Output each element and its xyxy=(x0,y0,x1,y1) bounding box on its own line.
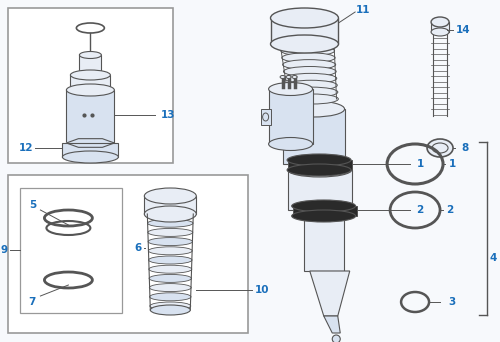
Text: 1: 1 xyxy=(448,159,456,169)
Ellipse shape xyxy=(287,164,351,176)
Ellipse shape xyxy=(66,84,114,96)
Ellipse shape xyxy=(288,163,352,177)
Bar xyxy=(8,175,248,333)
Bar xyxy=(288,160,352,170)
Text: 1: 1 xyxy=(416,159,424,169)
Ellipse shape xyxy=(280,39,334,49)
Text: 3: 3 xyxy=(448,297,456,307)
Ellipse shape xyxy=(287,154,351,166)
Ellipse shape xyxy=(304,211,344,221)
Ellipse shape xyxy=(150,293,191,301)
Ellipse shape xyxy=(148,256,192,264)
Text: 2: 2 xyxy=(446,205,454,215)
Ellipse shape xyxy=(431,28,449,36)
Bar xyxy=(292,206,356,216)
Ellipse shape xyxy=(148,228,193,236)
Ellipse shape xyxy=(292,76,297,79)
Ellipse shape xyxy=(286,87,338,97)
Bar xyxy=(304,216,344,271)
Text: 6: 6 xyxy=(134,243,142,253)
Polygon shape xyxy=(66,139,114,147)
Bar xyxy=(270,18,338,44)
Bar xyxy=(268,89,312,144)
Bar xyxy=(70,75,110,93)
Text: 5: 5 xyxy=(29,200,36,210)
Bar xyxy=(66,90,114,145)
Text: 13: 13 xyxy=(161,110,176,120)
Ellipse shape xyxy=(292,200,356,212)
Ellipse shape xyxy=(287,94,339,104)
Text: 7: 7 xyxy=(28,297,36,307)
Ellipse shape xyxy=(148,219,193,227)
Ellipse shape xyxy=(284,66,336,77)
Text: 4: 4 xyxy=(490,253,496,263)
Text: 8: 8 xyxy=(462,143,468,153)
Text: 12: 12 xyxy=(19,143,34,153)
Ellipse shape xyxy=(270,8,338,28)
Ellipse shape xyxy=(280,76,285,79)
Ellipse shape xyxy=(282,53,335,63)
Bar xyxy=(8,8,173,163)
Bar xyxy=(288,170,352,210)
Ellipse shape xyxy=(270,35,338,53)
Text: 10: 10 xyxy=(255,285,270,295)
Bar xyxy=(20,188,122,313)
Ellipse shape xyxy=(150,302,191,310)
Ellipse shape xyxy=(282,101,344,117)
Ellipse shape xyxy=(282,60,336,70)
Text: 2: 2 xyxy=(416,205,424,215)
Ellipse shape xyxy=(148,210,194,218)
Ellipse shape xyxy=(80,52,102,58)
Ellipse shape xyxy=(286,76,291,79)
Bar xyxy=(144,196,197,214)
Ellipse shape xyxy=(62,151,118,163)
Bar xyxy=(282,109,344,164)
Ellipse shape xyxy=(281,46,334,56)
Ellipse shape xyxy=(332,335,340,342)
Ellipse shape xyxy=(262,113,268,121)
Ellipse shape xyxy=(149,265,192,273)
Ellipse shape xyxy=(70,70,110,80)
Text: 11: 11 xyxy=(356,5,370,15)
Bar xyxy=(260,109,270,125)
Ellipse shape xyxy=(150,284,192,292)
Polygon shape xyxy=(431,22,449,32)
Ellipse shape xyxy=(268,82,312,95)
Ellipse shape xyxy=(431,17,449,27)
Ellipse shape xyxy=(144,206,197,222)
Ellipse shape xyxy=(150,305,190,315)
Ellipse shape xyxy=(148,238,192,246)
Ellipse shape xyxy=(144,188,197,204)
Text: 14: 14 xyxy=(456,25,470,35)
Polygon shape xyxy=(324,316,340,333)
Ellipse shape xyxy=(292,210,356,222)
Ellipse shape xyxy=(268,137,312,150)
Bar xyxy=(80,55,102,77)
Ellipse shape xyxy=(149,274,192,282)
Bar xyxy=(62,143,118,157)
Ellipse shape xyxy=(148,247,192,255)
Ellipse shape xyxy=(427,139,453,157)
Text: 9: 9 xyxy=(1,245,8,255)
Polygon shape xyxy=(310,271,350,316)
Ellipse shape xyxy=(285,80,338,90)
Ellipse shape xyxy=(284,74,337,83)
